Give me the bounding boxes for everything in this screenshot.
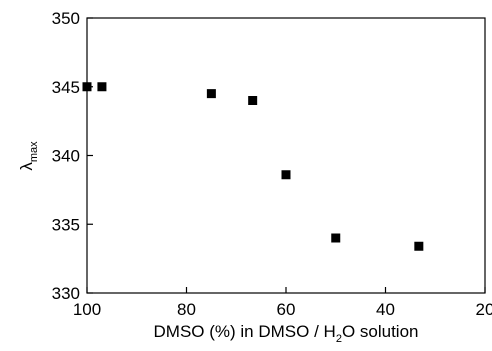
data-point [82,82,92,92]
y-tick-label: 330 [52,284,80,303]
y-tick-label: 340 [52,147,80,166]
y-axis: 330 335 340 345 350 [52,9,93,303]
x-tick-label: 20 [476,300,492,319]
y-axis-title: λmax [17,141,40,171]
data-point [206,89,216,99]
plot-area-border [86,17,486,294]
data-point [248,96,258,105]
x-tick-label: 60 [277,300,296,319]
y-tick-label: 350 [52,9,80,28]
data-point [331,233,341,243]
data-points [82,82,424,251]
x-axis: 100 80 60 40 20 [73,287,492,319]
data-point [281,170,291,180]
x-tick-label: 100 [73,300,101,319]
y-tick-label: 335 [52,215,80,234]
x-axis-title: DMSO (%) in DMSO / H2O solution [154,322,419,345]
data-point [414,241,424,251]
data-point [97,82,107,92]
x-tick-label: 40 [376,300,395,319]
y-tick-label: 345 [52,78,80,97]
x-tick-label: 80 [177,300,196,319]
plot-frame [86,17,486,294]
